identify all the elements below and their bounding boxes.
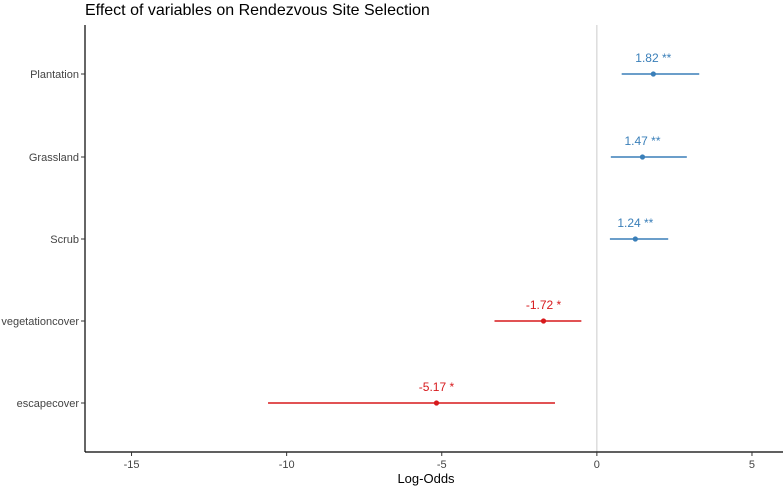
x-tick-label: 5 (749, 459, 755, 471)
estimate-label: 1.82 ** (635, 51, 671, 65)
x-tick-label: -15 (124, 459, 140, 471)
x-axis-title: Log-Odds (397, 471, 455, 486)
y-tick-label: escapecover (17, 398, 80, 410)
estimate-label: -5.17 * (419, 380, 455, 394)
estimate-point (639, 154, 646, 160)
x-tick-label: 0 (594, 459, 600, 471)
y-tick-label: Plantation (30, 69, 79, 81)
estimate-label: -1.72 * (526, 298, 562, 312)
chart-title: Effect of variables on Rendezvous Site S… (85, 2, 430, 19)
y-tick-label: Grassland (29, 152, 79, 164)
estimate-point (632, 236, 638, 242)
x-tick-label: -10 (279, 459, 295, 471)
estimate-label: 1.47 ** (624, 134, 660, 148)
estimate-label: 1.24 ** (617, 216, 653, 230)
y-tick-label: Scrub (50, 234, 79, 246)
x-tick-label: -5 (437, 459, 447, 471)
y-tick-label: vegetationcover (1, 316, 79, 328)
estimate-point (650, 71, 656, 77)
estimate-point (540, 318, 547, 324)
estimate-point (433, 400, 440, 406)
